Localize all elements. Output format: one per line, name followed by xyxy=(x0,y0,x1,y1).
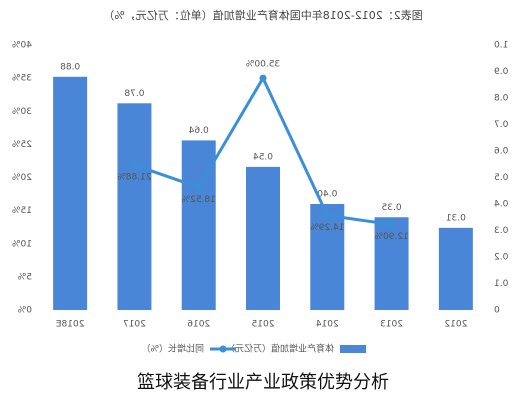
y-tick-label: 0.1 xyxy=(494,279,508,289)
bar-value-label: 0.88 xyxy=(60,62,80,72)
line-point xyxy=(323,211,331,219)
line-value-label: 18.52% xyxy=(181,195,216,205)
bar xyxy=(438,227,473,310)
bar xyxy=(53,76,88,310)
line-point xyxy=(259,74,267,82)
x-tick-label: 2018E xyxy=(56,320,85,330)
legend-swatch xyxy=(219,345,227,353)
bar-value-label: 0.54 xyxy=(253,152,273,162)
y-tick-label: 0.4 xyxy=(494,200,509,210)
bar-value-label: 0.78 xyxy=(124,89,144,99)
line-point xyxy=(388,221,396,229)
legend-swatch xyxy=(340,345,366,353)
y-tick-label: 0.7 xyxy=(494,120,508,130)
legend-label: 体育产业增加值（万亿元） xyxy=(226,343,334,355)
line-value-label: 12.90% xyxy=(374,232,409,242)
x-tick-label: 2016 xyxy=(187,320,210,330)
x-tick-label: 2012 xyxy=(444,320,467,330)
x-tick-label: 2015 xyxy=(252,320,275,330)
y-tick-label: 0.3 xyxy=(494,226,508,236)
y-tick-label: 10% xyxy=(12,239,32,249)
caption: 篮球装备行业产业政策优势分析 xyxy=(137,372,389,393)
line-point xyxy=(130,161,138,169)
line-value-label: 35.00% xyxy=(245,60,280,70)
y-tick-label: 0.6 xyxy=(494,147,509,157)
y-tick-label: 1.0 xyxy=(494,41,509,51)
y-tick-label: 0.8 xyxy=(494,94,509,104)
y-tick-label: 30% xyxy=(12,107,32,117)
bar-value-label: 0.40 xyxy=(317,190,337,200)
y-tick-label: 0.9 xyxy=(494,67,509,77)
line-point xyxy=(195,183,203,191)
bar-value-label: 0.31 xyxy=(446,213,466,223)
chart-title: 图表2：2012-2018年中国体育产业增加值（单位：万亿元，%） xyxy=(103,8,422,22)
x-tick-label: 2013 xyxy=(380,320,403,330)
y-tick-label: 35% xyxy=(12,74,32,84)
y-tick-label: 0% xyxy=(17,306,32,316)
bar-value-label: 0.64 xyxy=(188,126,208,136)
bar xyxy=(374,217,409,310)
y-tick-label: 0.2 xyxy=(494,253,508,263)
bar xyxy=(310,204,345,310)
y-tick-label: 20% xyxy=(12,173,32,183)
y-tick-label: 0.5 xyxy=(494,173,508,183)
line-value-label: 14.29% xyxy=(310,223,345,233)
y-tick-label: 0 xyxy=(494,306,500,316)
y-tick-label: 5% xyxy=(17,272,32,282)
bar xyxy=(117,103,152,310)
bar xyxy=(246,166,280,310)
line-value-label: 21.88% xyxy=(117,173,152,183)
y-tick-label: 25% xyxy=(12,140,32,150)
legend-label: 同比增长（%） xyxy=(141,343,204,355)
bar-value-label: 0.35 xyxy=(382,203,402,213)
x-tick-label: 2014 xyxy=(316,320,339,330)
x-tick-label: 2017 xyxy=(123,320,146,330)
y-tick-label: 15% xyxy=(12,206,32,216)
y-tick-label: 40% xyxy=(12,41,32,51)
chart: 图表2：2012-2018年中国体育产业增加值（单位：万亿元，%） 0 0.1 0.… xyxy=(12,8,509,355)
